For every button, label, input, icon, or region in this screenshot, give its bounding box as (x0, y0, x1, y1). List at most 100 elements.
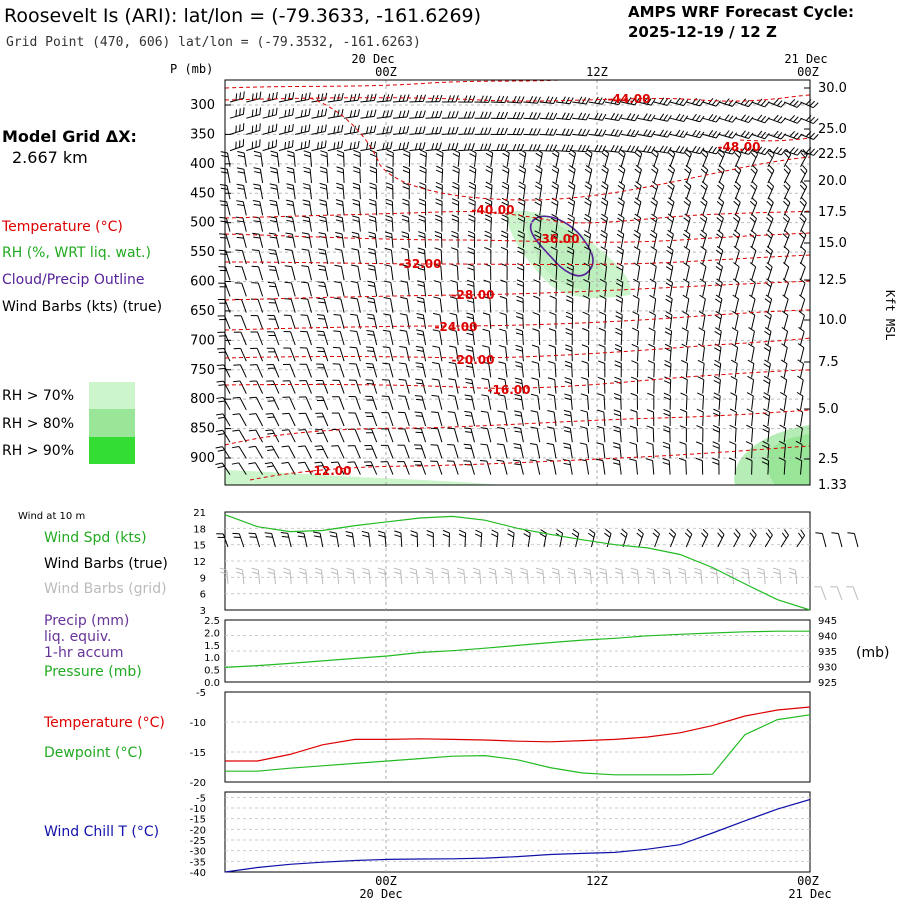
barb-flag (216, 414, 223, 415)
height-tick-label: 22.5 (818, 147, 847, 162)
windchill-panel: Wind Chill T (°C) -5-10-15-20-25-30-35-4… (44, 792, 810, 879)
barb-staff (559, 570, 560, 584)
surface-wind-barb (831, 533, 842, 547)
windchill-line (225, 800, 810, 873)
grid-wind-barb (220, 568, 228, 584)
barb-flag (378, 572, 385, 574)
barb-staff (821, 587, 826, 600)
barb-staff (360, 169, 361, 183)
barb-flag (410, 568, 417, 570)
barb-staff (638, 347, 639, 361)
barb-flag (289, 141, 290, 148)
barb-flag (256, 125, 257, 132)
barb-flag (314, 462, 321, 463)
barb-staff (416, 570, 417, 584)
barb-flag (249, 397, 256, 398)
barb-flag (678, 568, 685, 570)
height-tick-label: 30.0 (818, 81, 847, 96)
barb-staff (703, 412, 704, 426)
barb-flag (299, 568, 306, 570)
barb-flag (831, 533, 838, 534)
barb-staff (654, 363, 655, 377)
barb-flag (447, 444, 454, 445)
precip-tick-label: 2.0 (204, 628, 220, 639)
barb-flag (267, 568, 274, 570)
barb-flag (443, 534, 449, 537)
barb-flag (654, 529, 659, 534)
barb-flag (394, 531, 401, 533)
barb-flag (317, 315, 324, 316)
barb-flag (350, 347, 357, 348)
barb-flag (216, 430, 223, 431)
height-tick-label: 7.5 (818, 355, 839, 370)
barb-flag (507, 534, 513, 537)
barb-flag (557, 529, 563, 533)
legend-wind-barbs-grid: Wind Barbs (grid) (44, 581, 167, 597)
height-tick-label: 17.5 (818, 205, 847, 220)
wind-tick-label: 12 (193, 557, 206, 568)
panel-frame (225, 512, 810, 610)
grid-wind-barb (362, 568, 370, 584)
barb-flag (266, 537, 273, 538)
pressure-unit-label: (mb) (856, 645, 889, 661)
barb-staff (409, 153, 410, 167)
legend-wind: Wind Barbs (kts) (true) (2, 299, 162, 315)
barb-flag (584, 572, 591, 574)
height-tick-label: 2.5 (818, 452, 839, 467)
barb-flag (284, 282, 291, 283)
barb-flag (631, 572, 638, 574)
barb-flag (718, 533, 723, 538)
barb-flag (441, 568, 448, 570)
pressure-line (225, 631, 810, 667)
barb-flag (431, 412, 438, 413)
barb-staff (653, 570, 654, 584)
grid-wind-barb (378, 568, 386, 584)
barb-flag (235, 250, 242, 251)
barb-flag (719, 529, 724, 534)
barb-staff (837, 587, 842, 600)
barb-flag (314, 536, 321, 537)
barb-flag (395, 535, 402, 537)
barb-staff (621, 396, 622, 410)
barb-flag (268, 282, 275, 283)
barb-staff (539, 331, 540, 345)
barb-flag (847, 533, 854, 534)
pressure-tick-label: 940 (818, 632, 837, 643)
barb-flag (236, 568, 243, 570)
barb-staff (409, 101, 423, 102)
height-tick-label: 12.5 (818, 273, 847, 288)
height-tick-label: 20.0 (818, 174, 847, 189)
panel-frame (225, 692, 810, 782)
grid-wind-barb (583, 568, 591, 584)
barb-staff (780, 570, 781, 584)
barb-staff (717, 570, 718, 584)
barb-staff (239, 534, 243, 547)
barb-flag (583, 568, 590, 570)
barb-flag (621, 533, 626, 537)
barb-flag (475, 534, 481, 537)
contour-label: -20.00 (452, 353, 495, 367)
barb-staff (523, 250, 524, 264)
temp-tick-label: -15 (190, 748, 206, 759)
rh90-swatch (89, 437, 135, 464)
barb-flag (394, 568, 401, 570)
barb-flag (331, 568, 338, 570)
contour-label: -48.00 (718, 140, 761, 154)
precip-tick-label: 2.5 (204, 616, 220, 627)
barb-flag (427, 534, 434, 536)
barb-staff (574, 570, 575, 584)
barb-flag (750, 533, 754, 538)
legend-dewpoint: Dewpoint (°C) (44, 745, 143, 761)
grid-wind-barb (830, 587, 842, 600)
barb-flag (218, 385, 225, 386)
barb-flag (521, 572, 528, 574)
pressure-tick-label: 700 (190, 333, 215, 348)
barb-flag (425, 568, 432, 570)
cycle-label: AMPS WRF Forecast Cycle: (628, 3, 854, 21)
bottom-tick-12z: 12Z (586, 874, 608, 888)
barb-flag (653, 533, 658, 538)
barb-staff (426, 117, 440, 118)
windchill-tick-label: -5 (196, 793, 206, 804)
windchill-tick-label: -40 (190, 868, 206, 879)
pressure-axis-label: P (mb) (170, 62, 213, 76)
